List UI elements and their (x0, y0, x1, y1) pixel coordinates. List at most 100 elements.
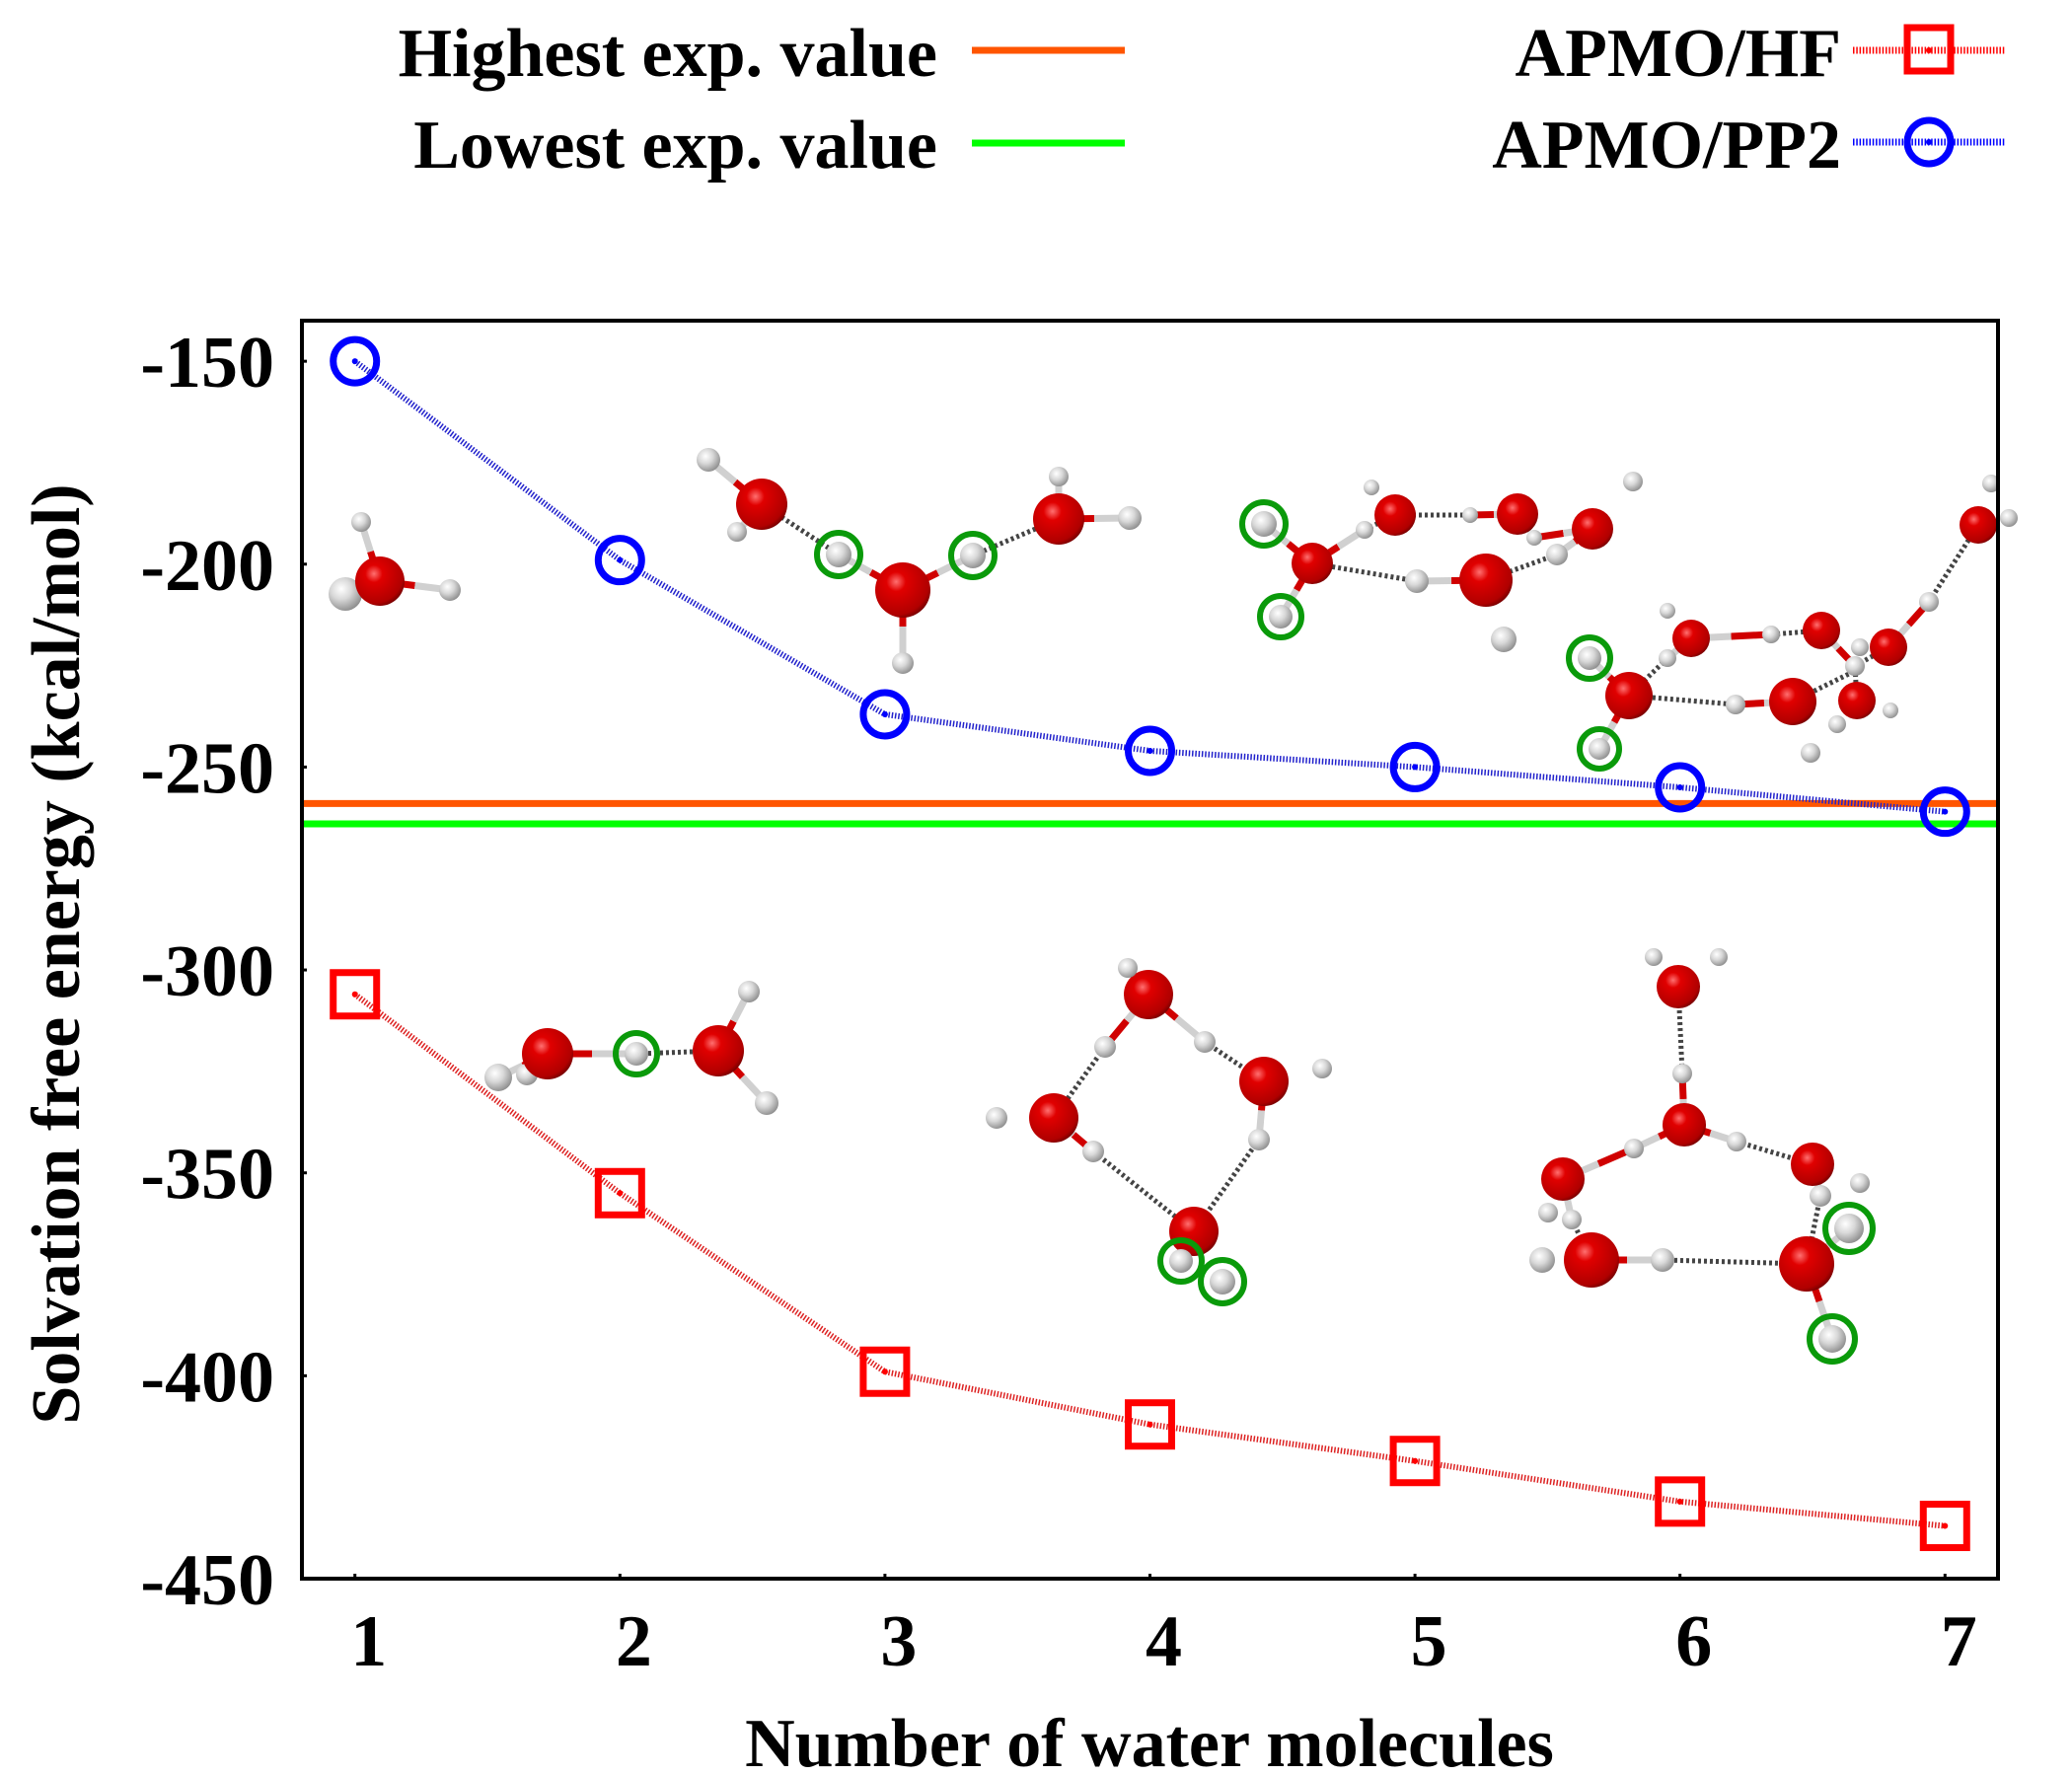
hydrogen-atom (1851, 638, 1869, 656)
plot-area: -150 -200 -250 -300 -350 -400 -450 1 2 3 4 5 6 7 (140, 319, 2000, 1682)
data-point (594, 1167, 645, 1219)
data-point (1125, 725, 1175, 777)
marker-center-dot (1942, 808, 1949, 815)
highlight-ring (1198, 1257, 1247, 1306)
hydrogen-atom (1169, 1249, 1193, 1273)
hydrogen-atom (1364, 480, 1379, 495)
data-point (1919, 1501, 1970, 1552)
hydrogen-atom (625, 1042, 648, 1066)
hydrogen-atom (1828, 715, 1846, 733)
circle-marker (1125, 725, 1175, 777)
hydrogen-atom (1589, 738, 1610, 760)
hydrogen-atom (1651, 1248, 1674, 1272)
marker-center-dot (1412, 1457, 1419, 1464)
water-cluster-illustrations (329, 448, 2018, 1365)
marker-center-dot (1412, 764, 1419, 771)
oxygen-atom (1605, 672, 1653, 719)
highlight-ring (1257, 593, 1304, 640)
square-marker (1919, 1501, 1970, 1552)
hydrogen-bond (1485, 552, 1558, 583)
hydrogen-atom (1645, 948, 1663, 966)
hydrogen-atom (1462, 507, 1478, 523)
hydrogen-bond (1091, 1149, 1196, 1233)
series-line-apmo-pp2 (352, 358, 1946, 815)
legend-square-marker (1903, 24, 1955, 75)
hydrogen-atom (1049, 467, 1069, 486)
hydrogen-atom (1562, 1210, 1582, 1229)
highlight-ring (1239, 499, 1289, 549)
y-tick-label: -300 (140, 931, 274, 1012)
hydrogen-atom (1727, 1132, 1746, 1151)
x-tick-label: 1 (350, 1601, 387, 1682)
y-tick-label: -350 (140, 1135, 274, 1216)
hydrogen-atom (439, 579, 461, 601)
oxygen-atom (875, 562, 930, 618)
y-axis-title: Solvation free energy (kcal/mol) (19, 483, 95, 1424)
hydrogen-atom (1623, 472, 1643, 491)
legend-item-highest-exp: Highest exp. value (399, 16, 1125, 92)
hydrogen-atom (1883, 703, 1898, 718)
hydrogen-atom (1726, 695, 1745, 714)
data-point (1655, 762, 1706, 813)
legend-circle-marker (1903, 116, 1955, 168)
hydrogen-atom (1312, 1059, 1332, 1078)
oxygen-atom (1870, 629, 1907, 666)
hydrogen-atom (1919, 592, 1939, 612)
circle-marker (594, 535, 645, 586)
square-marker (1125, 1399, 1175, 1450)
hydrogen-atom (892, 652, 914, 674)
hydrogen-atom (1118, 506, 1142, 530)
oxygen-atom (1769, 678, 1816, 725)
hydrogen-atom (2000, 509, 2018, 527)
oxygen-atom (1124, 970, 1173, 1019)
hydrogen-atom (1526, 530, 1542, 546)
highlight-ring (1822, 1202, 1876, 1255)
legend-label: Highest exp. value (399, 16, 937, 92)
legend-marker-center-dot (1926, 139, 1932, 145)
oxygen-atom (1374, 494, 1416, 536)
marker-center-dot (351, 991, 358, 998)
legend: Highest exp. value Lowest exp. value APM… (399, 16, 2006, 184)
highlight-ring (1807, 1313, 1858, 1365)
marker-center-dot (1942, 1522, 1949, 1529)
oxygen-atom (1459, 554, 1513, 607)
y-tick-label: -450 (140, 1540, 274, 1621)
hydrogen-atom (1659, 649, 1676, 667)
x-tick-label: 2 (616, 1601, 652, 1682)
oxygen-atom (1657, 965, 1700, 1008)
marker-center-dot (1676, 1498, 1683, 1505)
data-point (1125, 1399, 1175, 1450)
data-point (1389, 741, 1441, 792)
hydrogen-atom (1194, 1031, 1216, 1053)
oxygen-atom (355, 556, 405, 606)
square-marker (594, 1167, 645, 1219)
data-point (330, 969, 381, 1020)
hydrogen-atom (727, 522, 747, 542)
x-tick-label: 6 (1675, 1601, 1712, 1682)
hydrogen-atom (1710, 948, 1728, 966)
hydrogen-bond (1191, 1138, 1262, 1233)
data-point (859, 689, 911, 740)
hydrogen-atom (1529, 1247, 1555, 1273)
marker-center-dot (351, 358, 358, 365)
oxygen-atom (1663, 1103, 1706, 1147)
legend-label: APMO/PP2 (1492, 108, 1841, 184)
circle-marker (859, 689, 911, 740)
hydrogen-atom (1251, 511, 1277, 537)
marker-center-dot (881, 710, 888, 717)
legend-label: APMO/HF (1516, 16, 1841, 92)
oxygen-atom (1779, 1236, 1834, 1292)
hydrogen-atom (826, 542, 851, 567)
hydrogen-atom (1801, 743, 1820, 763)
x-tick-label: 5 (1411, 1601, 1447, 1682)
oxygen-atom (1791, 1143, 1834, 1186)
oxygen-atom (693, 1025, 744, 1076)
hydrogen-atom (1546, 544, 1568, 565)
highlight-ring (948, 531, 998, 580)
hydrogen-atom (1660, 603, 1675, 619)
square-marker (330, 969, 381, 1020)
oxygen-atom (522, 1028, 573, 1079)
oxygen-atom (1803, 612, 1840, 649)
x-tick-label: 3 (880, 1601, 917, 1682)
hydrogen-atom (484, 1064, 512, 1091)
